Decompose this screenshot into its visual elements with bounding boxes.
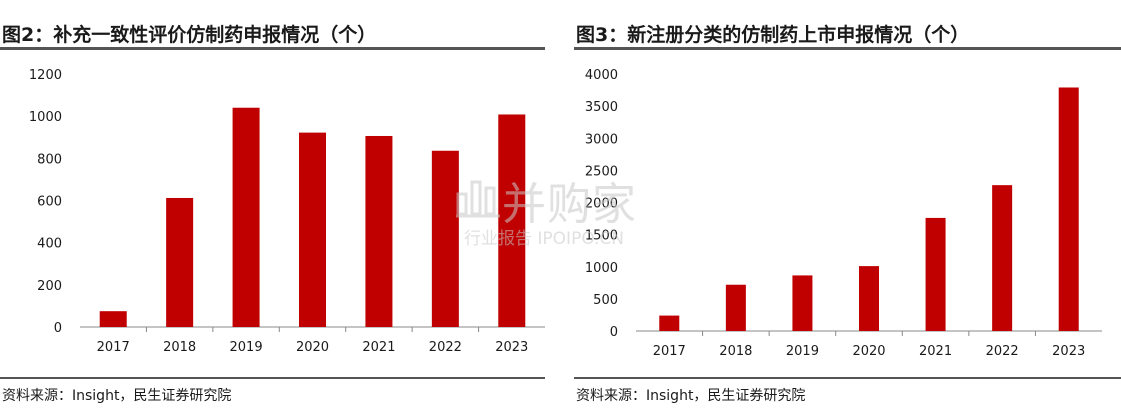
x-tick-label: 2021 — [919, 344, 952, 359]
x-tick-label: 2023 — [495, 340, 528, 355]
y-tick-label: 1500 — [585, 229, 618, 244]
y-tick-label: 3500 — [585, 100, 618, 115]
bar-chart-1: 0 200 400 600 800 1000 1200 2017 2018 2019 2020 202… — [29, 68, 545, 355]
x-tick-label: 2022 — [986, 344, 1019, 359]
bar-2021 — [365, 135, 393, 327]
bar-2023 — [1058, 87, 1079, 332]
bar-2017 — [659, 315, 680, 331]
title-divider — [574, 47, 1121, 50]
y-tick-label: 200 — [37, 279, 62, 294]
x-tick-label: 2019 — [230, 340, 263, 355]
x-tick-label: 2018 — [719, 344, 752, 359]
bar-2020 — [299, 132, 326, 327]
x-tick-label: 2020 — [852, 344, 885, 359]
x-tick-label: 2017 — [97, 340, 130, 355]
source-note: 资料来源：Insight，民生证券研究院 — [2, 388, 232, 404]
bar-2017 — [99, 311, 127, 327]
bar-2023 — [498, 114, 526, 327]
y-tick-label: 4000 — [585, 68, 618, 83]
chart-title: 图3：新注册分类的仿制药上市申报情况（个） — [576, 24, 970, 46]
y-tick-label: 2500 — [585, 164, 618, 179]
bar-2020 — [859, 266, 879, 331]
y-tick-label: 600 — [37, 195, 62, 210]
x-tick-label: 2023 — [1052, 344, 1085, 359]
bar-2019 — [232, 107, 260, 327]
bar-2018 — [166, 197, 194, 327]
x-tick-label: 2019 — [786, 344, 819, 359]
y-tick-label: 3000 — [585, 132, 618, 147]
source-divider — [0, 377, 545, 379]
chart-title: 图2：补充一致性评价仿制药申报情况（个） — [2, 24, 377, 46]
y-tick-label: 1000 — [585, 261, 618, 276]
bar-2022 — [431, 150, 459, 327]
bar-2019 — [792, 275, 813, 331]
x-tick-label: 2022 — [429, 340, 462, 355]
bar-2021 — [925, 217, 946, 331]
x-tick-label: 2018 — [163, 340, 196, 355]
source-note: 资料来源：Insight，民生证券研究院 — [576, 388, 806, 404]
y-tick-label: 2000 — [585, 197, 618, 212]
y-tick-label: 400 — [37, 237, 62, 252]
y-tick-label: 0 — [54, 321, 62, 336]
y-tick-label: 1200 — [29, 68, 62, 83]
chart-panel-1: 图2：补充一致性评价仿制药申报情况（个） 0 200 400 600 800 1000 12… — [0, 0, 545, 411]
chart-panel-2: 图3：新注册分类的仿制药上市申报情况（个） 0 500 1000 1500 2000 25… — [574, 0, 1121, 411]
y-tick-label: 1000 — [29, 110, 62, 125]
y-tick-label: 0 — [610, 325, 618, 340]
source-divider — [574, 377, 1121, 379]
title-divider — [0, 47, 545, 50]
x-tick-label: 2020 — [296, 340, 329, 355]
x-tick-label: 2017 — [653, 344, 686, 359]
bar-chart-2: 0 500 1000 1500 2000 2500 3000 3500 4000 2017 2018… — [585, 68, 1102, 359]
bar-2018 — [725, 284, 746, 331]
bar-2022 — [992, 185, 1013, 331]
x-tick-label: 2021 — [362, 340, 395, 355]
y-tick-label: 500 — [593, 293, 618, 308]
y-tick-label: 800 — [37, 152, 62, 167]
